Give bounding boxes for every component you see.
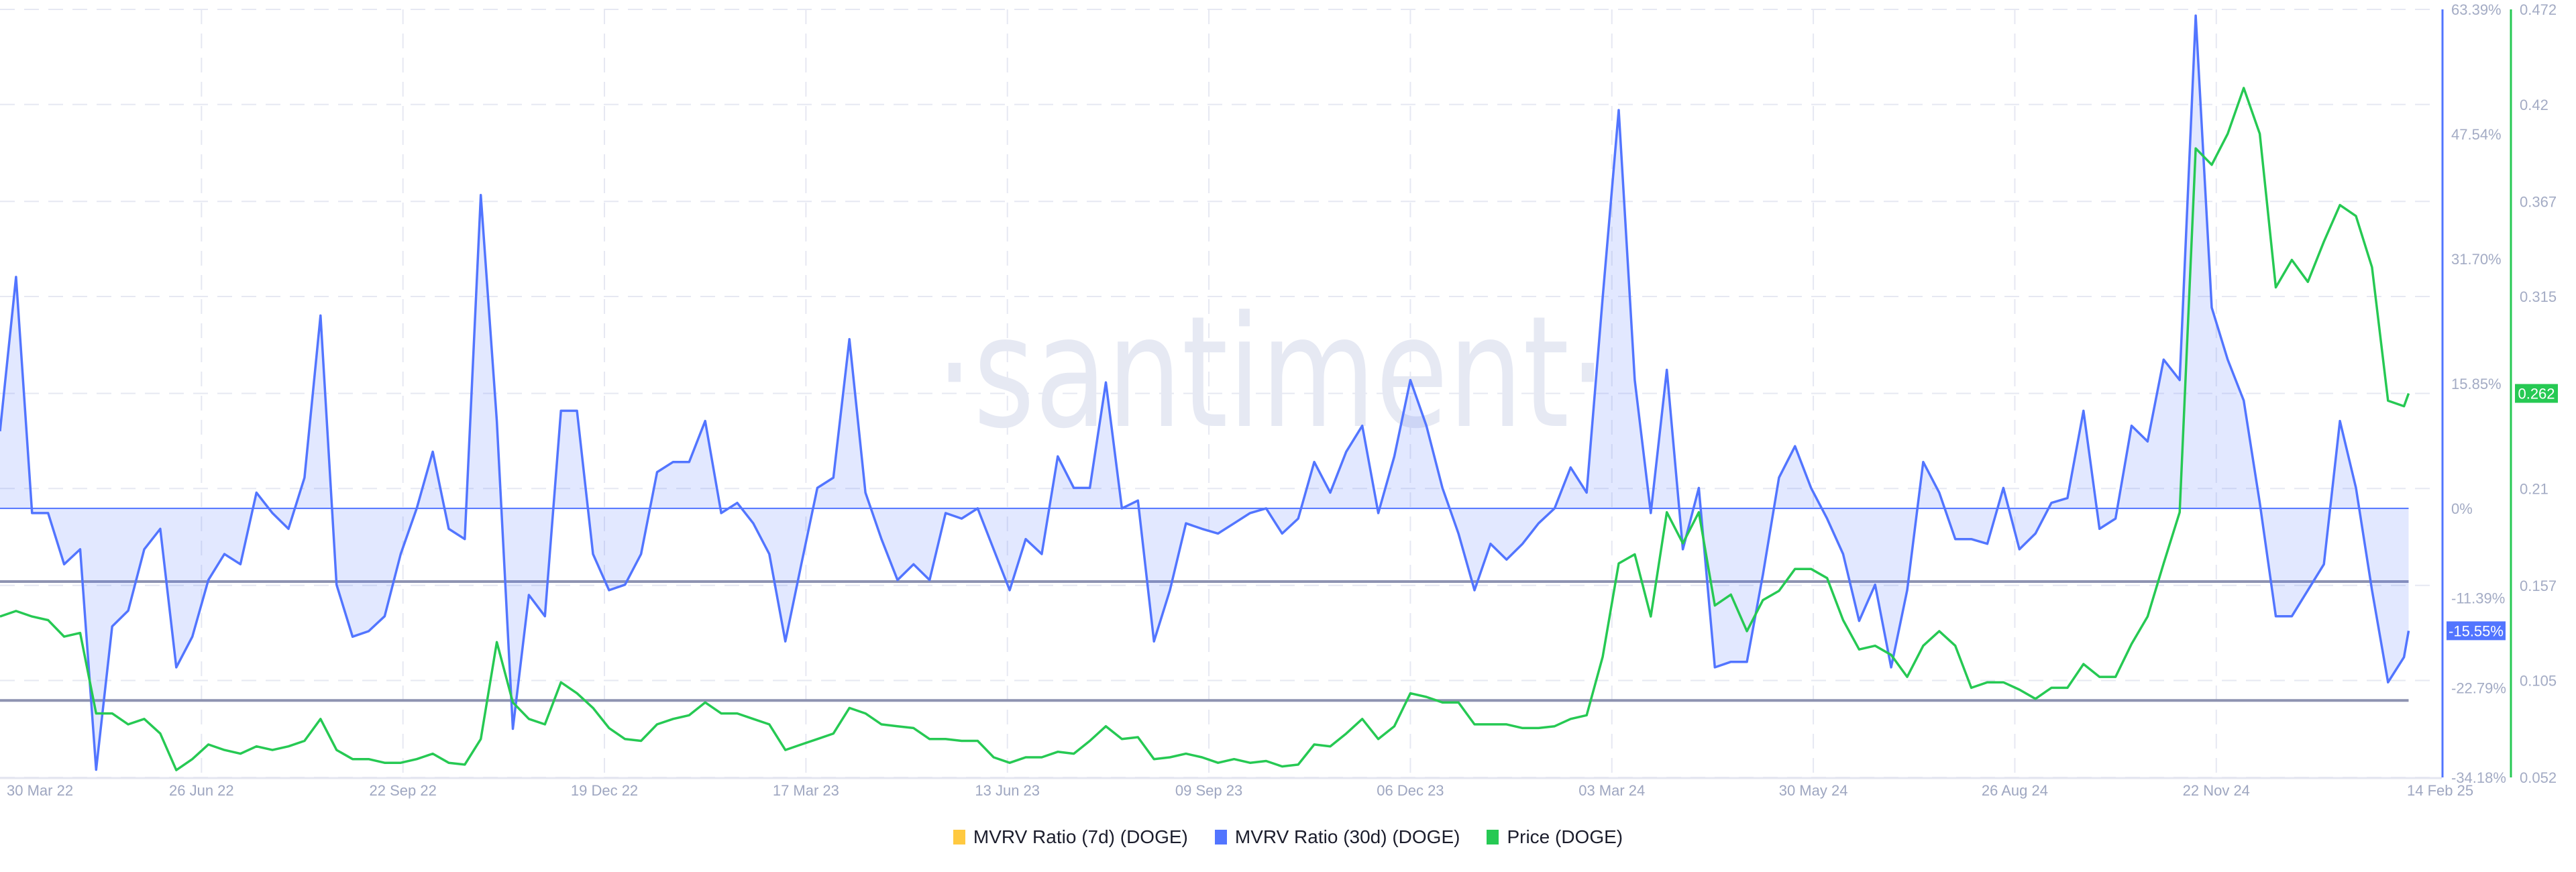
x-tick-label: 26 Aug 24 bbox=[1982, 782, 2048, 799]
legend-label: MVRV Ratio (30d) (DOGE) bbox=[1234, 826, 1460, 847]
percent-tick-label: 15.85% bbox=[2451, 376, 2502, 392]
legend: MVRV Ratio (7d) (DOGE) MVRV Ratio (30d) … bbox=[0, 826, 2576, 848]
legend-item-mvrv-30d[interactable]: MVRV Ratio (30d) (DOGE) bbox=[1214, 826, 1460, 848]
current-mvrv-badge bbox=[2447, 621, 2506, 641]
price-tick-label: 0.105 bbox=[2520, 673, 2557, 690]
price-tick-label: 0.157 bbox=[2520, 578, 2557, 594]
percent-tick-label: -34.18% bbox=[2451, 769, 2506, 786]
x-tick-label: 26 Jun 22 bbox=[169, 782, 234, 799]
legend-item-mvrv-7d[interactable]: MVRV Ratio (7d) (DOGE) bbox=[953, 826, 1188, 848]
x-tick-label: 13 Jun 23 bbox=[975, 782, 1040, 799]
x-tick-label: 17 Mar 23 bbox=[773, 782, 839, 799]
x-tick-label: 03 Mar 24 bbox=[1578, 782, 1645, 799]
x-tick-label: 30 Mar 22 bbox=[7, 782, 73, 799]
percent-tick-label: 47.54% bbox=[2451, 126, 2502, 143]
x-tick-label: 19 Dec 22 bbox=[571, 782, 638, 799]
price-tick-label: 0.472 bbox=[2520, 1, 2557, 18]
legend-swatch-green bbox=[1487, 830, 1499, 844]
price-tick-label: 0.42 bbox=[2520, 97, 2548, 113]
grid bbox=[0, 9, 2434, 778]
legend-swatch-blue bbox=[1214, 830, 1227, 844]
legend-label: Price (DOGE) bbox=[1507, 826, 1623, 847]
price-tick-label: 0.052 bbox=[2520, 769, 2557, 786]
legend-item-price[interactable]: Price (DOGE) bbox=[1487, 826, 1623, 848]
current-mvrv-label: -15.55% bbox=[2449, 622, 2504, 639]
current-price-label: 0.262 bbox=[2518, 386, 2555, 402]
x-tick-label: 30 May 24 bbox=[1779, 782, 1848, 799]
reference-lines bbox=[0, 580, 2409, 702]
price-tick-label: 0.367 bbox=[2520, 193, 2557, 210]
price-tick-label: 0.21 bbox=[2520, 480, 2548, 497]
percent-tick-label: -22.79% bbox=[2451, 679, 2506, 696]
series-layer bbox=[0, 14, 2410, 771]
mvrv-30d-line bbox=[0, 14, 2410, 771]
percent-tick-label: 0% bbox=[2451, 500, 2473, 517]
x-tick-label: 06 Dec 23 bbox=[1377, 782, 1444, 799]
price-tick-label: 0.315 bbox=[2520, 288, 2557, 305]
x-tick-label: 22 Sep 22 bbox=[370, 782, 437, 799]
x-tick-label: 22 Nov 24 bbox=[2183, 782, 2250, 799]
percent-tick-label: 63.39% bbox=[2451, 1, 2502, 18]
percent-tick-label: -11.39% bbox=[2451, 590, 2505, 607]
price-line bbox=[0, 87, 2410, 771]
legend-label: MVRV Ratio (7d) (DOGE) bbox=[973, 826, 1188, 847]
x-tick-label: 14 Feb 25 bbox=[2407, 782, 2473, 799]
watermark: ·santiment· bbox=[936, 284, 1607, 463]
mvrv-30d-area bbox=[0, 15, 2409, 770]
axes: 30 Mar 22 26 Jun 22 22 Sep 22 19 Dec 22 17 M… bbox=[0, 1, 2558, 799]
current-price-badge bbox=[2515, 384, 2558, 403]
x-tick-label: 09 Sep 23 bbox=[1175, 782, 1242, 799]
legend-swatch-yellow bbox=[953, 830, 965, 844]
percent-tick-label: 31.70% bbox=[2451, 251, 2502, 268]
